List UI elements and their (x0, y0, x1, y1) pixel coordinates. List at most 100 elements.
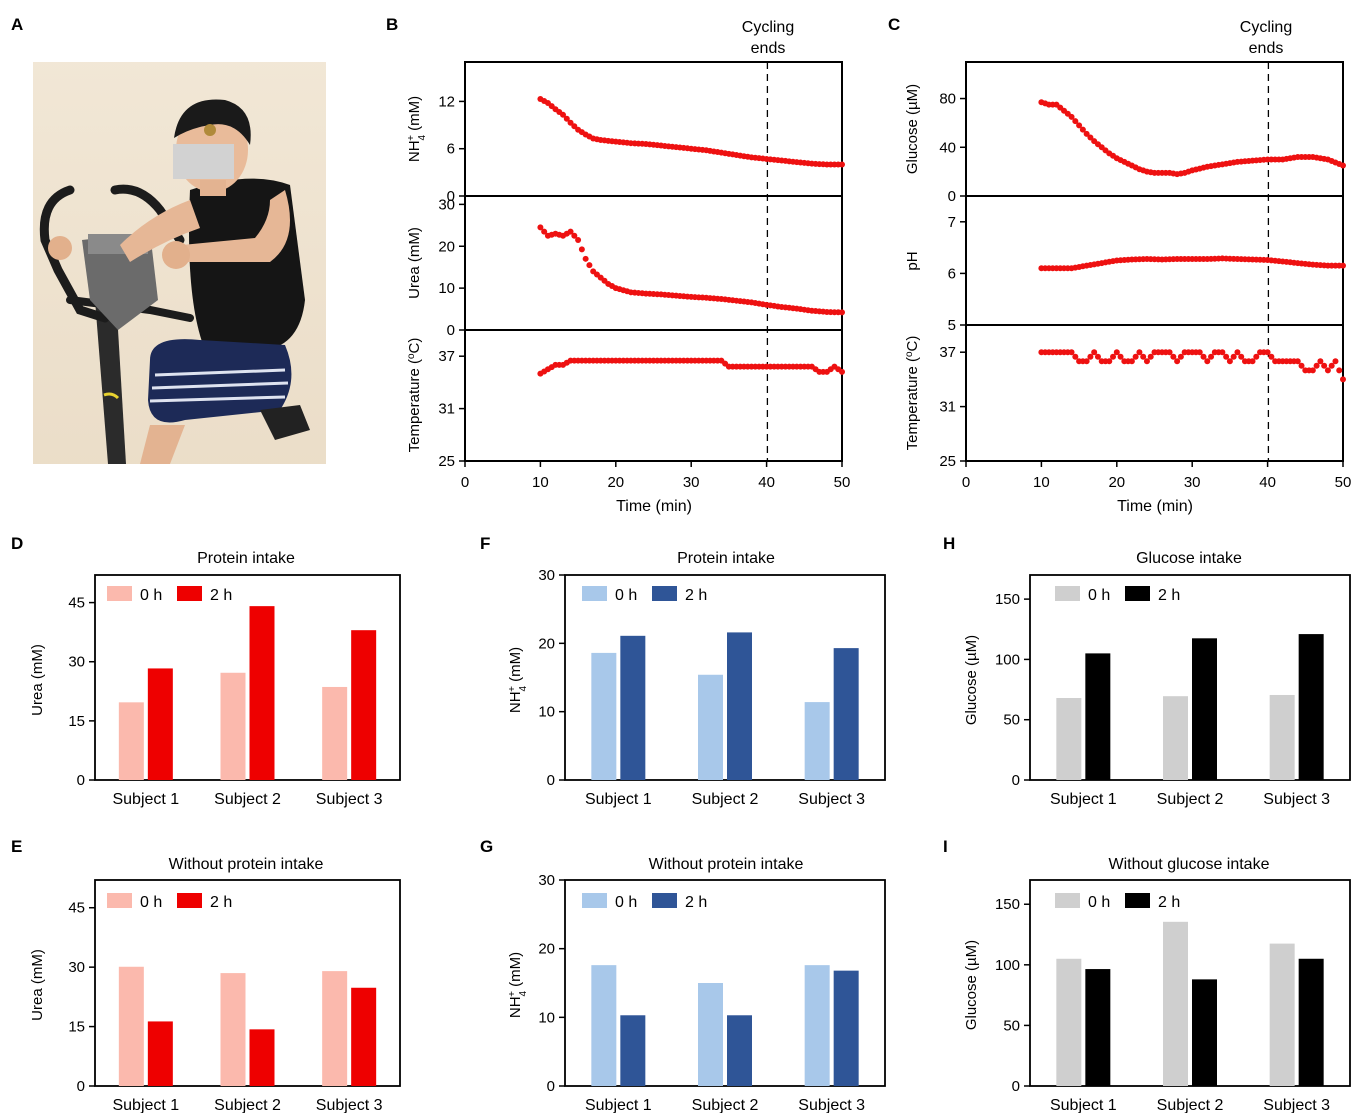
panel-b-data-point (839, 368, 845, 375)
panel-f-category-label: Subject 2 (692, 791, 759, 808)
panel-c-data-point (1268, 353, 1275, 360)
panel-c-xtick-label: 0 (962, 474, 970, 491)
panel-h-bar (1056, 698, 1082, 780)
panel-i-category-label: Subject 3 (1263, 1097, 1330, 1113)
panel-b-ytick-label: 12 (438, 93, 455, 110)
panel-g-legend-label: 2 h (685, 894, 707, 911)
panel-f-bar (804, 702, 830, 780)
panel-b-annotation-line1: Cycling (742, 19, 794, 36)
panel-g-bar (804, 965, 830, 1086)
panel-i-ytick-label: 100 (995, 957, 1020, 974)
panel-c-annotation-line2: ends (1249, 40, 1284, 57)
photo-cyclist (33, 62, 326, 464)
panel-c-data-point (1140, 353, 1147, 360)
panel-c-data-point (1234, 349, 1241, 356)
panel-c-data-point (1340, 262, 1346, 269)
svg-text:NH4+ (mM): NH4+ (mM) (406, 96, 428, 162)
svg-text:Temperature (oC): Temperature (oC) (406, 338, 424, 453)
panel-c-data-point (1113, 349, 1120, 356)
panel-letter-b: B (386, 15, 398, 34)
panel-e-category-label: Subject 2 (214, 1097, 281, 1113)
panel-h-bar (1269, 694, 1295, 780)
panel-h-category-label: Subject 2 (1157, 791, 1224, 808)
panel-e-bar (351, 987, 377, 1086)
panel-c-data-point (1223, 353, 1230, 360)
panel-g-bar (620, 1015, 646, 1086)
panel-f-legend-label: 0 h (615, 587, 637, 604)
panel-d-legend-label: 0 h (140, 587, 162, 604)
panel-h-ytick-label: 100 (995, 651, 1020, 668)
panel-e-ylabel: Urea (mM) (29, 949, 46, 1021)
panel-b-data-point (571, 232, 578, 239)
panel-f-legend-swatch (582, 586, 607, 601)
panel-e-legend-swatch (177, 893, 202, 908)
panel-letter-h: H (943, 534, 955, 553)
panel-d-category-label: Subject 2 (214, 791, 281, 808)
panel-letter-c: C (888, 15, 900, 34)
panel-b-data-point (582, 255, 589, 262)
panel-c-data-point (1132, 353, 1139, 360)
panel-c-data-point (1177, 353, 1184, 360)
panel-c-data-point (1294, 358, 1301, 365)
panel-i-legend-label: 2 h (1158, 894, 1180, 911)
panel-c-ylabel-temperature: Temperature (oC) (904, 336, 922, 451)
panel-d-ytick-label: 30 (68, 654, 85, 671)
panel-letter-a: A (11, 15, 23, 34)
panel-g-ytick-label: 30 (538, 872, 555, 889)
panel-c-xtick-label: 10 (1033, 474, 1050, 491)
panel-c-data-point (1336, 367, 1343, 374)
panel-c-ylabel-glucose: Glucose (µM) (904, 84, 921, 174)
panel-c-data-point (1117, 353, 1124, 360)
panel-f-ytick-label: 10 (538, 704, 555, 721)
panel-b-data-point (567, 119, 574, 126)
panel-h-bar (1298, 634, 1324, 780)
panel-d-bar (249, 606, 275, 780)
panel-c-ytick-label: 25 (939, 453, 956, 470)
panel-e-bar (220, 973, 246, 1086)
panel-i-bar (1056, 958, 1082, 1086)
panel-g-legend-swatch (652, 893, 677, 908)
panel-c-data-point (1087, 353, 1094, 360)
panel-b-ytick-label: 0 (447, 188, 455, 205)
panel-b-ytick-label: 0 (447, 322, 455, 339)
panel-b-frame (464, 61, 843, 462)
panel-b-xtick-label: 10 (532, 474, 549, 491)
panel-b-ytick-label: 6 (447, 141, 455, 158)
panel-c-annotation-line1: Cycling (1240, 19, 1292, 36)
panel-letter-i: I (943, 837, 948, 856)
svg-text:Urea (mM): Urea (mM) (29, 644, 46, 716)
panel-b-xtick-label: 50 (834, 474, 851, 491)
panel-b-data-point (575, 236, 582, 243)
panel-c-ytick-label: 37 (939, 344, 956, 361)
panel-e-legend-swatch (107, 893, 132, 908)
panel-g-category-label: Subject 2 (692, 1097, 759, 1113)
panel-f-category-label: Subject 3 (798, 791, 865, 808)
panel-c-data-point (1200, 353, 1207, 360)
panel-e-legend-label: 0 h (140, 894, 162, 911)
panel-c-data-point (1340, 376, 1346, 383)
panel-i-category-label: Subject 1 (1050, 1097, 1117, 1113)
panel-c-data-point (1166, 349, 1173, 356)
panel-c-ytick-label: 5 (948, 317, 956, 334)
panel-f-legend-swatch (652, 586, 677, 601)
panel-letter-f: F (480, 534, 490, 553)
panel-letter-d: D (11, 534, 23, 553)
panel-c-ytick-label: 80 (939, 91, 956, 108)
panel-h-bar (1192, 638, 1217, 780)
panel-c-data-point (1106, 358, 1113, 365)
panel-i-ytick-label: 150 (995, 896, 1020, 913)
panel-d-bar (147, 668, 173, 780)
panel-i-category-label: Subject 2 (1157, 1097, 1224, 1113)
panel-g-ytick-label: 10 (538, 1009, 555, 1026)
panel-i-bar (1163, 921, 1188, 1086)
panel-c-data-point (1208, 353, 1215, 360)
panel-g-title: Without protein intake (649, 856, 804, 873)
panel-b-xlabel: Time (min) (616, 498, 692, 515)
panel-c-data-point (1321, 362, 1328, 369)
panel-h-title: Glucose intake (1136, 550, 1242, 567)
panel-c-data-point (1328, 362, 1335, 369)
panel-f-legend-label: 2 h (685, 587, 707, 604)
panel-c-ytick-label: 40 (939, 139, 956, 156)
panel-b-annotation-line2: ends (751, 40, 786, 57)
